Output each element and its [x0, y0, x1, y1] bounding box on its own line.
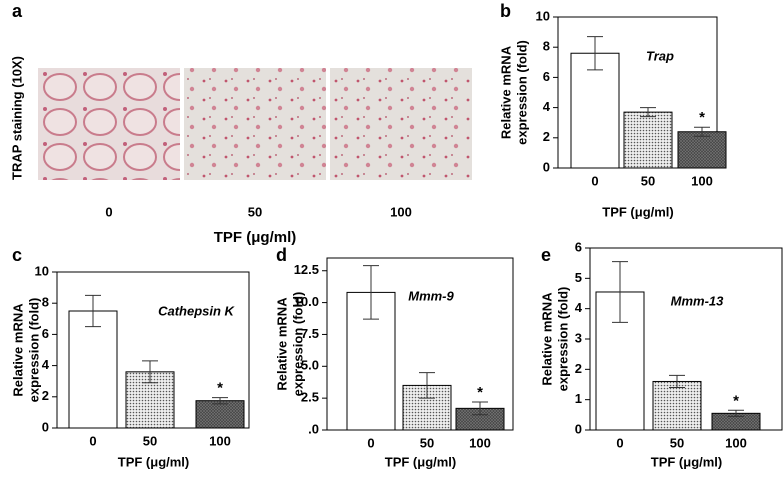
y-axis-label: Relative mRNA: [274, 297, 289, 391]
significance-marker: *: [217, 380, 223, 397]
error-bar: [587, 36, 603, 71]
category-label: 100: [209, 433, 231, 448]
y-axis-label: Relative mRNA: [498, 45, 513, 139]
y-tick-label: 0: [543, 159, 550, 174]
x-axis-label: TPF (μg/ml): [118, 454, 190, 469]
x-axis-label: TPF (μg/ml): [214, 229, 297, 246]
y-axis-label: expression (fold): [514, 40, 529, 145]
y-tick-label: 5.0: [301, 358, 319, 373]
y-tick-label: 0: [575, 421, 582, 436]
y-tick-label: 1: [575, 391, 582, 406]
error-bar: [142, 360, 158, 384]
y-tick-label: 10.0: [294, 294, 319, 309]
category-label: 0: [105, 204, 112, 219]
error-bar: [669, 374, 685, 389]
error-bar: [363, 265, 379, 320]
bar: [652, 380, 702, 431]
y-tick-label: 7.5: [301, 326, 319, 341]
gene-label: Trap: [646, 48, 674, 63]
category-label: 0: [367, 435, 374, 450]
x-axis-label: TPF (μg/ml): [651, 454, 723, 469]
category-label: 50: [641, 173, 655, 188]
y-tick-label: 2.5: [301, 390, 319, 405]
micrograph: [330, 68, 472, 180]
category-label: 0: [616, 435, 623, 450]
category-label: 50: [248, 204, 262, 219]
category-label: 50: [670, 435, 684, 450]
bar: [570, 52, 620, 169]
error-bar: [419, 372, 435, 399]
category-label: 100: [469, 435, 491, 450]
micrograph: [184, 68, 326, 180]
error-bar: [472, 401, 488, 416]
significance-marker: *: [477, 384, 483, 401]
gene-label: Mmm-13: [671, 293, 725, 308]
y-tick-label: 6: [543, 69, 550, 84]
y-axis-label: Relative mRNA: [539, 292, 554, 386]
panel-letter: d: [276, 245, 287, 265]
error-bar: [212, 397, 228, 405]
error-bar: [694, 126, 710, 137]
gene-label: Cathepsin K: [158, 303, 235, 318]
category-label: 50: [143, 433, 157, 448]
category-label: 0: [89, 433, 96, 448]
category-label: 100: [390, 204, 412, 219]
micrograph: [38, 68, 180, 180]
panel-letter: e: [541, 245, 551, 265]
y-tick-label: 4: [42, 357, 50, 372]
y-tick-label: 12.5: [294, 262, 319, 277]
y-tick-label: 6: [42, 326, 49, 341]
category-label: 50: [420, 435, 434, 450]
y-axis-label: expression (fold): [26, 298, 41, 403]
y-tick-label: 4: [543, 99, 551, 114]
y-tick-label: 0: [42, 419, 49, 434]
y-axis-label: TRAP staining (10X): [9, 56, 24, 180]
y-tick-label: 3: [575, 330, 582, 345]
y-axis-label: expression (fold): [555, 287, 570, 392]
y-tick-label: 10: [536, 8, 550, 23]
bar: [195, 400, 245, 429]
y-tick-label: 2: [575, 361, 582, 376]
category-label: 100: [691, 173, 713, 188]
category-label: 0: [591, 173, 598, 188]
y-axis-label: expression (fold): [290, 292, 305, 397]
panel-letter: b: [500, 1, 511, 21]
gene-label: Mmm-9: [408, 288, 454, 303]
y-tick-label: 8: [42, 295, 49, 310]
significance-marker: *: [733, 392, 739, 409]
y-tick-label: 2: [543, 129, 550, 144]
error-bar: [612, 261, 628, 323]
panel-letter: a: [12, 1, 23, 21]
category-label: 100: [725, 435, 747, 450]
y-tick-label: .0: [308, 421, 319, 436]
panel-letter: c: [12, 245, 22, 265]
y-tick-label: 8: [543, 39, 550, 54]
significance-marker: *: [699, 109, 705, 126]
bar: [677, 131, 727, 169]
y-tick-label: 6: [575, 239, 582, 254]
y-tick-label: 10: [35, 263, 49, 278]
y-axis-label: Relative mRNA: [10, 303, 25, 397]
error-bar: [85, 294, 101, 328]
error-bar: [728, 409, 744, 417]
x-axis-label: TPF (μg/ml): [602, 204, 674, 219]
x-axis-label: TPF (μg/ml): [385, 454, 457, 469]
bar: [68, 310, 118, 429]
bar: [623, 111, 673, 169]
y-tick-label: 4: [575, 300, 583, 315]
y-tick-label: 2: [42, 388, 49, 403]
y-tick-label: 5: [575, 270, 582, 285]
error-bar: [640, 107, 656, 118]
